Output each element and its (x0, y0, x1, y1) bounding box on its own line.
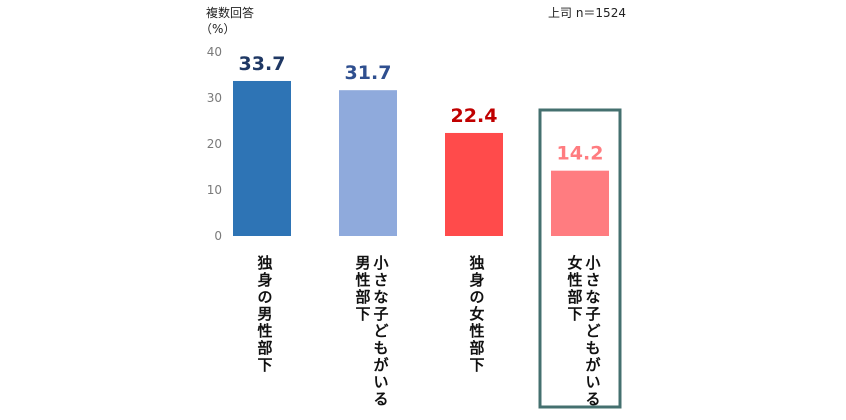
category-label-char: 小 (373, 254, 388, 272)
bar (551, 170, 609, 236)
y-tick-label: 20 (207, 137, 222, 151)
category-label-char: 男 (355, 254, 370, 272)
category-label-char: さ (373, 271, 388, 289)
category-label-char: も (585, 339, 600, 357)
category-label-char: る (373, 390, 388, 408)
bar (233, 80, 291, 236)
bar (445, 132, 503, 236)
category-label-char: 部 (469, 339, 484, 357)
category-label-char: の (257, 288, 272, 306)
y-axis-label-line1: 複数回答 (206, 5, 254, 20)
category-label-char: る (585, 390, 600, 408)
bar (339, 90, 397, 237)
sample-size-note: 上司 n＝1524 (548, 6, 626, 20)
value-labels-group: 33.7 31.7 22.4 14.2 (239, 53, 604, 165)
category-label-char: も (373, 339, 388, 357)
highlight-box (538, 108, 622, 409)
category-label-char: が (585, 356, 601, 374)
category-label-char: ど (585, 322, 600, 340)
category-label-char: 女 (469, 305, 484, 323)
bars-group (233, 80, 609, 237)
y-tick-label: 10 (207, 183, 222, 197)
y-tick-label: 0 (214, 229, 222, 243)
category-label-char: 子 (585, 305, 600, 323)
value-label: 14.2 (557, 143, 604, 165)
category-label-char: 性 (257, 322, 272, 340)
category-label-char: 独 (257, 254, 272, 272)
category-label-char: 女 (567, 254, 582, 272)
value-label: 22.4 (451, 105, 498, 127)
category-label-char: な (585, 288, 600, 306)
y-axis-ticks: 40 30 20 10 0 (207, 45, 222, 243)
y-axis-label-line2: （%） (200, 22, 235, 36)
y-tick-label: 40 (207, 45, 222, 59)
category-label-char: の (469, 288, 484, 306)
category-label-char: 性 (567, 271, 582, 289)
category-label-char: 身 (469, 271, 484, 289)
category-label-char: な (373, 288, 388, 306)
category-label-char: 男 (257, 305, 272, 323)
category-label-char: さ (585, 271, 600, 289)
category-label-char: い (373, 373, 388, 391)
category-label-char: 下 (567, 305, 582, 323)
category-label-char: 下 (257, 356, 272, 374)
y-tick-label: 30 (207, 91, 222, 105)
category-label-char: が (373, 356, 389, 374)
value-label: 31.7 (345, 62, 392, 84)
category-label-char: 性 (469, 322, 484, 340)
category-label-char: 身 (257, 271, 272, 289)
category-label-char: 部 (567, 288, 582, 306)
category-label-char: い (585, 373, 600, 391)
category-label-char: 性 (355, 271, 370, 289)
category-label-char: 独 (469, 254, 484, 272)
category-label-char: 下 (355, 305, 370, 323)
category-label-char: 小 (585, 254, 600, 272)
value-label: 33.7 (239, 53, 286, 75)
category-label-char: 部 (355, 288, 370, 306)
category-label-char: 部 (257, 339, 272, 357)
category-label-char: ど (373, 322, 388, 340)
category-label-char: 子 (373, 305, 388, 323)
category-label-char: 下 (469, 356, 484, 374)
